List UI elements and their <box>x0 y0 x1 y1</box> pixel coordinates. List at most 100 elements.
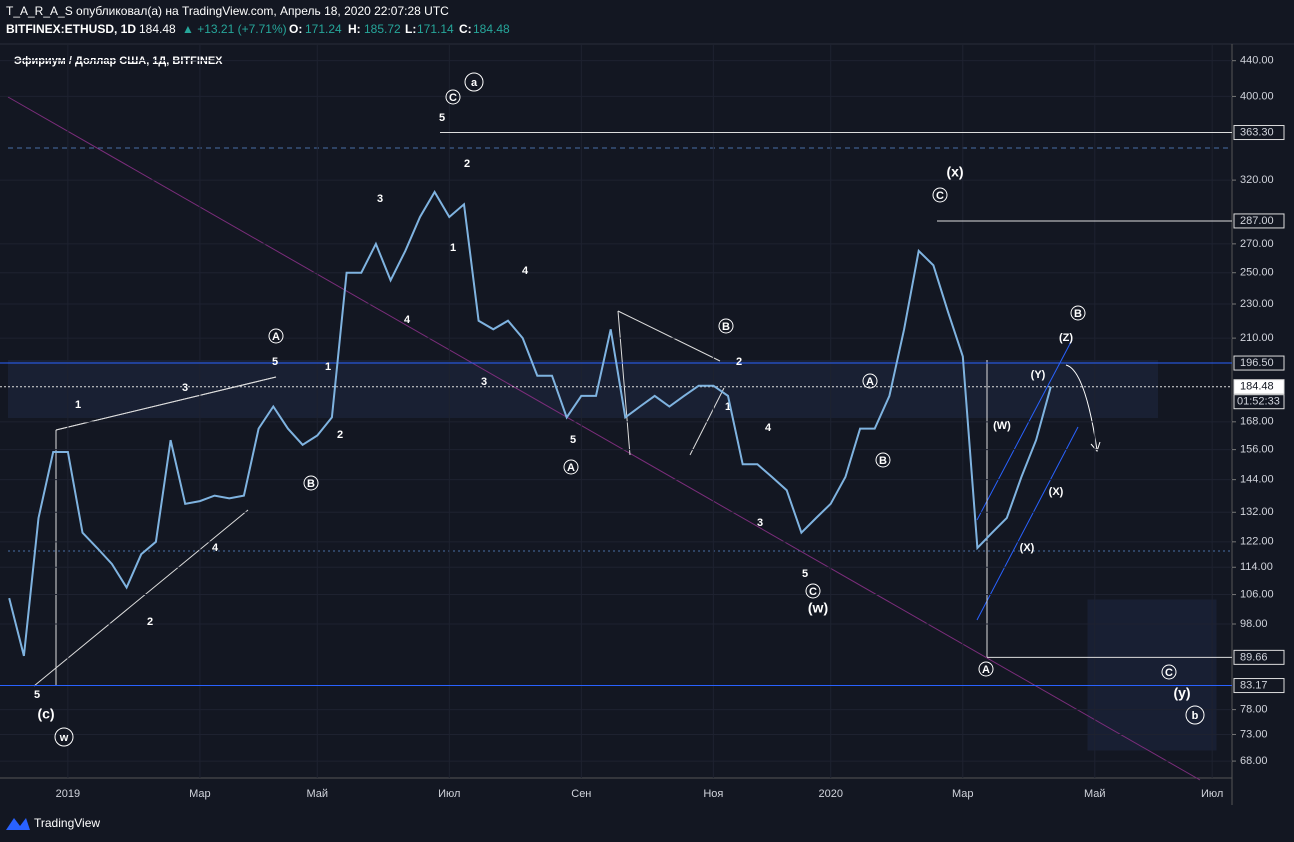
annotation: (W) <box>993 420 1011 432</box>
annotation: (x) <box>946 164 963 180</box>
annotation: w <box>59 732 69 744</box>
h: 185.72 <box>364 22 401 36</box>
annotation: 4 <box>404 314 411 326</box>
annotation: (w) <box>808 600 828 616</box>
annotation: (Z) <box>1059 332 1073 344</box>
annotation-circle <box>1161 664 1177 680</box>
annotation: (X) <box>1049 486 1064 498</box>
annotation-circle <box>1070 305 1086 321</box>
annotation: 3 <box>377 193 383 205</box>
annotation-circle <box>1185 705 1205 725</box>
annotation: (X) <box>1020 542 1035 554</box>
annotation-circle <box>268 328 284 344</box>
publish-line: T_A_R_A_S опубликовал(а) на TradingView.… <box>6 4 449 18</box>
annotation-circle <box>563 459 579 475</box>
x-tick-label: Сен <box>571 788 591 800</box>
annotation-circle <box>862 373 878 389</box>
annotation: 4 <box>522 265 529 277</box>
wedge <box>55 376 277 431</box>
countdown-tag <box>1233 394 1285 410</box>
level-tag <box>1233 125 1285 141</box>
channel <box>976 426 1079 621</box>
brand: TradingView <box>34 816 100 830</box>
l-label: L: <box>405 22 416 36</box>
annotation: 1 <box>75 399 81 411</box>
y-tick-label: 270.00 <box>1240 238 1274 250</box>
annotation: 5 <box>802 568 808 580</box>
symbol: BITFINEX:ETHUSD, 1D <box>6 22 136 36</box>
annotation: 4 <box>765 422 772 434</box>
c: 184.48 <box>473 22 510 36</box>
h-label: H: <box>348 22 361 36</box>
annotation: 2 <box>464 158 470 170</box>
level-label: 196.50 <box>1240 357 1274 369</box>
x-tick-label: Май <box>306 788 328 800</box>
countdown: 01:52:33 <box>1237 396 1280 408</box>
annotation: 2 <box>337 429 343 441</box>
annotation: b <box>1192 710 1199 722</box>
o: 171.24 <box>305 22 342 36</box>
annotation: B <box>722 321 730 333</box>
drawings <box>0 44 1232 781</box>
annotation: C <box>936 190 944 202</box>
level-tag <box>1233 678 1285 694</box>
annotation: 5 <box>439 112 445 124</box>
annotation: 2 <box>147 616 153 628</box>
x-tick-label: 2020 <box>818 788 842 800</box>
annotation-circle <box>932 187 948 203</box>
annotation-circle <box>445 89 461 105</box>
y-tick-label: 400.00 <box>1240 90 1274 102</box>
level-label: 89.66 <box>1240 651 1268 663</box>
x-tick-label: Май <box>1084 788 1106 800</box>
annotation: A <box>866 376 874 388</box>
annotation: A <box>982 664 990 676</box>
y-tick-label: 98.00 <box>1240 618 1268 630</box>
annotation: 1 <box>450 242 456 254</box>
y-tick-label: 156.00 <box>1240 444 1274 456</box>
annotation-circle <box>978 661 994 677</box>
level-tag <box>1233 379 1285 395</box>
annotation: A <box>567 462 575 474</box>
level-label: 184.48 <box>1240 381 1274 393</box>
y-tick-label: 440.00 <box>1240 55 1274 67</box>
annotation-circle <box>464 72 484 92</box>
o-label: O: <box>289 22 302 36</box>
x-tick-label: Мар <box>952 788 974 800</box>
annotation-circle <box>718 318 734 334</box>
annotations: aC5231443B215A435C(w)AB(x)C(W)(X)(X)(Y)(… <box>34 72 1205 747</box>
x-tick-label: Июл <box>438 788 460 800</box>
annotation: C <box>809 586 817 598</box>
annotation-circle <box>805 583 821 599</box>
annotation: 5 <box>570 434 576 446</box>
wedge <box>33 509 249 687</box>
y-tick-label: 78.00 <box>1240 704 1268 716</box>
y-tick-label: 68.00 <box>1240 755 1268 767</box>
y-tick-label: 144.00 <box>1240 474 1274 486</box>
level-label: 83.17 <box>1240 679 1268 691</box>
annotation: C <box>1165 667 1173 679</box>
zone <box>8 360 1158 418</box>
annotation: a <box>471 77 478 89</box>
level-label: 363.30 <box>1240 126 1274 138</box>
annotation: B <box>307 478 315 490</box>
y-tick-label: 106.00 <box>1240 588 1274 600</box>
annotation: 3 <box>481 376 487 388</box>
annotation: C <box>449 92 457 104</box>
y-tick-label: 122.00 <box>1240 536 1274 548</box>
annotation-circle <box>54 727 74 747</box>
y-tick-label: 320.00 <box>1240 174 1274 186</box>
x-tick-label: 2019 <box>56 788 80 800</box>
c-label: C: <box>459 22 472 36</box>
x-tick-label: Ноя <box>703 788 723 800</box>
x-tick-label: Июл <box>1201 788 1223 800</box>
y-tick-label: 210.00 <box>1240 332 1274 344</box>
y-tick-label: 73.00 <box>1240 728 1268 740</box>
trend-line <box>7 96 1201 781</box>
triangle <box>617 310 721 362</box>
annotation: 3 <box>757 517 763 529</box>
change: ▲ +13.21 (+7.71%) <box>182 22 287 36</box>
annotation: 1 <box>725 401 731 413</box>
annotation: 1 <box>325 361 331 373</box>
last: 184.48 <box>139 22 176 36</box>
